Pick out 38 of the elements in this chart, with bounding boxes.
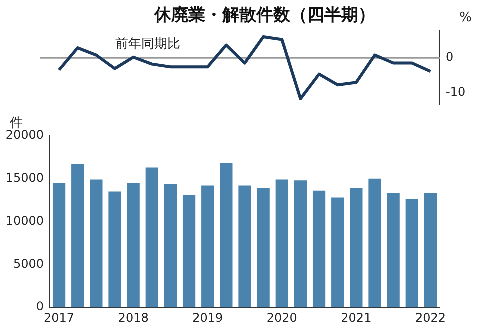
bar [90,180,103,308]
y-axis-title: % [460,10,472,26]
bar [387,193,400,308]
y-tick-label: 10000 [6,214,44,228]
y-tick-label: -10 [446,84,466,99]
bar [238,186,252,308]
bar [164,184,178,308]
y-tick-label: 15000 [6,171,44,186]
bar [294,180,308,308]
bar [368,178,382,308]
x-tick-label: 2018 [118,310,149,325]
bar [72,164,84,308]
bar [202,186,214,308]
bar [52,183,66,308]
x-tick-label: 2022 [415,310,446,325]
y-tick-label: 20000 [6,128,44,142]
x-tick-label: 2019 [192,310,224,325]
y-axis-title: 件 [10,116,23,131]
bar [350,188,363,308]
bar [312,190,326,308]
bar [257,188,270,308]
bar [108,192,122,308]
bar [127,183,140,308]
y-tick-label: 5000 [13,256,44,271]
bar [406,199,418,308]
x-tick-label: 2017 [44,310,75,325]
bar [424,193,438,308]
bar [332,198,344,308]
bar [146,168,158,308]
chart-title: 休廃業・解散件数（四半期） [154,6,376,26]
x-tick-label: 2021 [341,310,372,325]
series-label: 前年同期比 [115,36,180,52]
bar [182,195,196,308]
bar [276,180,288,308]
x-tick-label: 2020 [266,310,298,325]
bar [220,163,233,308]
y-tick-label: 0 [446,50,454,64]
y-tick-label: 0 [36,300,44,314]
